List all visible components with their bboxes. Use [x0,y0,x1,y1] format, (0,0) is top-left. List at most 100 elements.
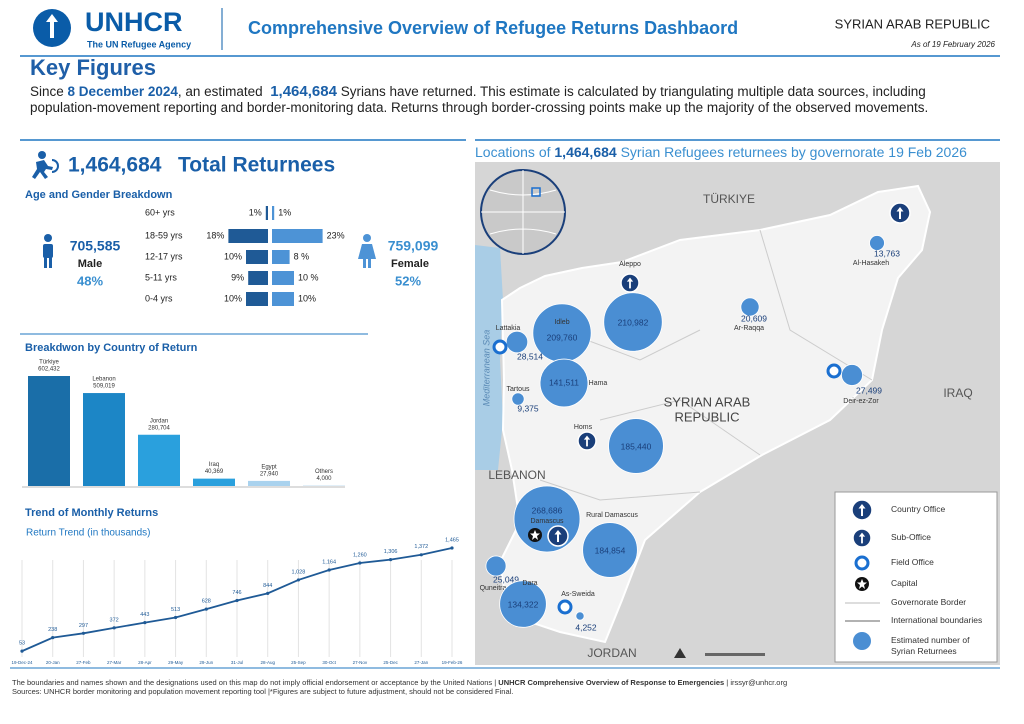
returnee-bubble [499,580,547,628]
section-title: Age and Gender Breakdown [25,189,173,201]
male-bar [246,292,268,306]
text: Since [30,84,64,99]
x-tick-label: 28-Aug [260,660,275,665]
age-label: 12-17 yrs [145,251,183,261]
section-title: Trend of Monthly Returns [25,507,158,519]
female-value: 759,099 [388,238,439,254]
value-label: 602,432 [38,367,60,373]
value-label: 210,982 [618,317,649,327]
as-of-date: As of 19 February 2026 [910,40,995,49]
field-office [557,599,573,615]
country-bar [303,485,345,486]
x-tick-label: 27-Mar [107,660,122,665]
country: SYRIAN ARAB REPUBLIC [835,16,990,31]
country-bar [193,478,235,486]
value-label: 184,854 [595,545,626,555]
x-tick-label: 27-Nov [353,660,368,665]
country-bar [83,393,125,486]
value-label: 28,514 [517,351,543,361]
total-label: Total Returnees [178,154,335,177]
value-label: 1,306 [384,549,398,555]
value-label: 27,940 [260,471,279,477]
value-label: 9,375 [517,403,539,413]
trend-point [235,598,239,603]
male-bar [246,250,268,264]
x-tick-label: 25-Sep [291,660,306,665]
returnee-bubble [505,330,529,354]
trend-point [266,591,270,595]
value-label: 1,164 [322,559,336,565]
male-share: 48% [77,273,103,288]
legend-label: International boundaries [891,615,983,625]
category-label: Lebanon [92,377,115,383]
trend-point [51,636,55,640]
returnee-bubble [603,292,663,352]
office-symbol [583,435,591,447]
key-figures-text: Since 8 December 2024, an estimated 1,46… [30,84,950,116]
section-title: Breakdwon by Country of Return [25,342,198,354]
trend-point [419,553,423,557]
value-label: 18% [206,230,224,240]
governorate-label: Al-Hasakeh [853,260,889,267]
returnee-bubble [869,235,885,251]
section-title: Key Figures [30,55,156,80]
logo-figure [46,14,58,38]
value-label: 25,049 [493,574,519,584]
value-label: 1% [249,207,262,217]
value-label: 268,686 [532,505,563,515]
sea [475,245,503,470]
country-name: REPUBLIC [674,409,739,424]
trend-point [388,558,393,562]
value-label: 20,609 [741,313,767,323]
governorate-label: Homs [574,424,593,431]
total: 1,464,684 [270,83,337,100]
country-label: IRAQ [943,386,972,400]
trend-point [173,615,178,620]
country-label: LEBANON [488,468,545,482]
office-symbol [554,530,562,542]
value-label: 53 [19,641,25,647]
returnee-bubble [575,611,585,621]
globe-marker [531,187,541,197]
trend-point [450,546,454,550]
female-bar [272,271,294,285]
value-label: 746 [232,590,241,596]
female-bar [272,250,290,264]
age-label: 5-11 yrs [145,272,177,282]
text: The boundaries and names shown and the d… [12,678,497,687]
governorate-label: Dara [522,580,537,587]
male-bar [248,271,268,285]
trend-point [81,631,86,635]
country-bar [138,434,180,486]
female-bar [272,229,323,243]
governorate-label: Deir-ez-Zor [843,398,879,405]
legend-label: Capital [891,578,918,588]
value-label: 297 [79,623,88,629]
value-label: 209,760 [547,332,578,342]
legend-label: Estimated number of Syrian Returnees [891,635,970,656]
country-bar [28,376,70,486]
value-label: 40,369 [205,469,224,475]
country-name: SYRIAN ARAB [664,394,751,409]
value-label: 1% [278,207,291,217]
field-office [854,555,870,571]
runner-icon [32,151,59,179]
legend-bubble [853,632,871,650]
value-label: 628 [202,599,211,605]
trend-point [20,649,24,653]
sea-label: Mediterranean Sea [481,330,491,407]
governorate-label: Rural Damascus [586,512,638,519]
value-label: 13,763 [874,248,900,258]
text: , an estimated [177,84,263,99]
x-tick-label: 25-Dec [383,660,398,665]
map: TÜRKIYE IRAQ LEBANON JORDAN SYRIAN ARAB … [475,162,1000,665]
country-label: TÜRKIYE [703,192,755,206]
trend-point [296,578,301,582]
value-label: 4,252 [575,622,597,632]
value-label: 27,499 [856,385,882,395]
text: Sources: UNHCR border monitoring and pop… [12,687,514,696]
age-label: 0-4 yrs [145,293,173,303]
x-tick-label: 30-Oct [322,660,336,665]
total: 1,464,684 [554,144,617,160]
